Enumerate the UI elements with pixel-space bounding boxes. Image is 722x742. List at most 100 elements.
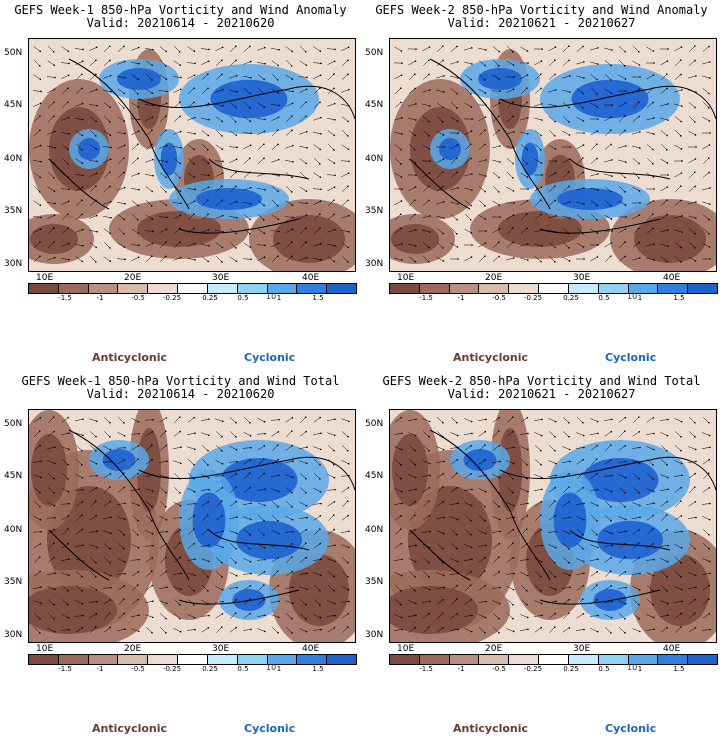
- longitude-label: 40E: [663, 644, 681, 654]
- colorbar-swatch: [88, 655, 119, 664]
- longitude-label: 40E: [302, 273, 320, 283]
- colorbar-tick-label: 1: [637, 665, 643, 673]
- colorbar-swatch: [658, 284, 689, 293]
- colorbar: [389, 654, 718, 665]
- colorbar-swatch: [178, 655, 208, 664]
- vorticity-map: [389, 409, 717, 643]
- latitude-label: 40N: [4, 525, 23, 535]
- latitude-label: 50N: [4, 419, 23, 429]
- latitude-label: 50N: [4, 48, 23, 58]
- colorbar-swatch: [297, 655, 328, 664]
- latitude-label: 45N: [4, 100, 23, 110]
- colorbar-unit-label: 10: [266, 292, 277, 301]
- panel-title: GEFS Week-2 850-hPa Vorticity and Wind A…: [361, 4, 722, 30]
- colorbar-swatch: [539, 655, 569, 664]
- colorbar: [389, 283, 718, 294]
- colorbar-tick-label: -1: [96, 294, 104, 302]
- longitude-label: 20E: [124, 273, 142, 283]
- colorbar-swatch: [327, 655, 356, 664]
- colorbar-swatch: [207, 284, 238, 293]
- longitude-label: 10E: [397, 644, 415, 654]
- colorbar-swatch: [327, 284, 356, 293]
- anticyclonic-label: Anticyclonic: [453, 351, 529, 364]
- cyclonic-label: Cyclonic: [605, 722, 657, 735]
- colorbar-tick-label: -1.5: [58, 294, 72, 302]
- vorticity-map: [28, 38, 356, 272]
- colorbar-tick-label: -1.5: [419, 665, 433, 673]
- anticyclonic-label: Anticyclonic: [92, 351, 168, 364]
- colorbar-tick-label: 1.5: [312, 665, 324, 673]
- anticyclonic-label: Anticyclonic: [453, 722, 529, 735]
- panel-valid-dates: Valid: 20210621 - 20210627: [447, 16, 636, 30]
- colorbar-tick-label: 0.5: [598, 665, 610, 673]
- panel-title-main: GEFS Week-1 850-hPa Vorticity and Wind T…: [21, 374, 340, 388]
- colorbar-swatch: [568, 655, 599, 664]
- colorbar-swatch: [58, 655, 89, 664]
- colorbar-swatch: [237, 284, 268, 293]
- longitude-label: 20E: [485, 644, 503, 654]
- colorbar-swatch: [267, 284, 298, 293]
- colorbar-swatch: [568, 284, 599, 293]
- colorbar-swatch: [449, 655, 480, 664]
- longitude-label: 30E: [573, 644, 591, 654]
- latitude-label: 40N: [365, 154, 384, 164]
- longitude-label: 30E: [573, 273, 591, 283]
- colorbar-swatch: [88, 284, 119, 293]
- colorbar-unit-label: 10: [627, 663, 638, 672]
- longitude-label: 40E: [663, 273, 681, 283]
- longitude-label: 40E: [302, 644, 320, 654]
- latitude-label: 30N: [365, 630, 384, 640]
- colorbar-swatch: [598, 284, 629, 293]
- panel-title-main: GEFS Week-2 850-hPa Vorticity and Wind A…: [375, 3, 708, 17]
- colorbar-swatch: [479, 284, 510, 293]
- latitude-label: 35N: [365, 206, 384, 216]
- latitude-label: 45N: [4, 471, 23, 481]
- colorbar-swatch: [628, 284, 659, 293]
- colorbar-tick-label: 0.25: [202, 665, 218, 673]
- panel-title-main: GEFS Week-1 850-hPa Vorticity and Wind A…: [14, 3, 347, 17]
- colorbar-tick-label: -0.25: [162, 294, 182, 302]
- colorbar-swatch: [237, 655, 268, 664]
- longitude-label: 10E: [36, 644, 54, 654]
- latitude-label: 40N: [4, 154, 23, 164]
- panel-valid-dates: Valid: 20210614 - 20210620: [86, 387, 275, 401]
- colorbar-swatch: [658, 655, 689, 664]
- longitude-label: 30E: [212, 644, 230, 654]
- longitude-label: 20E: [124, 644, 142, 654]
- longitude-label: 10E: [397, 273, 415, 283]
- colorbar-swatch: [178, 284, 208, 293]
- colorbar-swatch: [479, 655, 510, 664]
- latitude-label: 30N: [4, 259, 23, 269]
- panel-valid-dates: Valid: 20210614 - 20210620: [86, 16, 275, 30]
- colorbar-tick-label: 0.5: [237, 294, 249, 302]
- cyclonic-label: Cyclonic: [605, 351, 657, 364]
- colorbar-tick-label: 0.25: [202, 294, 218, 302]
- latitude-label: 45N: [365, 100, 384, 110]
- latitude-label: 35N: [4, 577, 23, 587]
- panel-title: GEFS Week-1 850-hPa Vorticity and Wind A…: [0, 4, 361, 30]
- panel-valid-dates: Valid: 20210621 - 20210627: [447, 387, 636, 401]
- panel-week2-anomaly: GEFS Week-2 850-hPa Vorticity and Wind A…: [361, 0, 722, 371]
- colorbar-unit-label: 10: [627, 292, 638, 301]
- colorbar-swatch: [390, 655, 420, 664]
- latitude-label: 45N: [365, 471, 384, 481]
- panel-week2-total: GEFS Week-2 850-hPa Vorticity and Wind T…: [361, 371, 722, 742]
- colorbar-tick-label: 1.5: [312, 294, 324, 302]
- panel-title: GEFS Week-1 850-hPa Vorticity and Wind T…: [0, 375, 361, 401]
- colorbar-tick-label: 1: [276, 294, 282, 302]
- anticyclonic-label: Anticyclonic: [92, 722, 168, 735]
- colorbar-tick-label: -0.5: [131, 294, 145, 302]
- colorbar-swatch: [598, 655, 629, 664]
- latitude-label: 30N: [4, 630, 23, 640]
- colorbar-tick-label: 0.5: [598, 294, 610, 302]
- colorbar-swatch: [688, 655, 717, 664]
- colorbar-tick-label: -0.5: [492, 665, 506, 673]
- colorbar-swatch: [688, 284, 717, 293]
- colorbar-tick-label: -1.5: [419, 294, 433, 302]
- panel-title: GEFS Week-2 850-hPa Vorticity and Wind T…: [361, 375, 722, 401]
- latitude-label: 50N: [365, 419, 384, 429]
- colorbar-tick-label: -1: [457, 294, 465, 302]
- colorbar-swatch: [419, 284, 450, 293]
- colorbar: [28, 283, 357, 294]
- colorbar-swatch: [539, 284, 569, 293]
